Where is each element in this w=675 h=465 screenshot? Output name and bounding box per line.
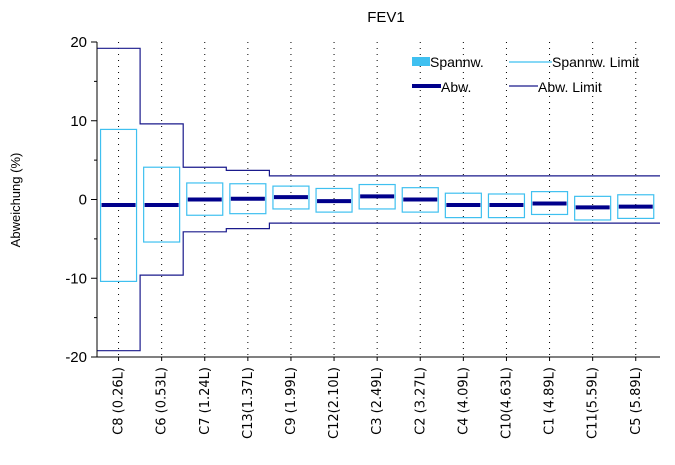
limit-lines xyxy=(97,47,660,352)
range-box xyxy=(401,187,439,213)
chart-title: FEV1 xyxy=(367,9,405,26)
legend-label-abw-limit: Abw. Limit xyxy=(538,79,602,95)
range-box xyxy=(272,185,310,210)
limit-line-upper xyxy=(97,47,660,177)
range-box xyxy=(574,195,612,221)
legend: Spannw. Spannw. Limit Abw. Abw. Limit xyxy=(412,54,639,95)
legend-label-spannw-limit: Spannw. Limit xyxy=(552,54,639,70)
limit-line-lower xyxy=(97,222,660,352)
range-box xyxy=(487,193,526,219)
x-tick-label: C7 (1.24L) xyxy=(198,367,213,435)
legend-label-spannw: Spannw. xyxy=(430,54,484,70)
x-ticks: C8 (0.26L) C6 (0.53L) C7 (1.24L) C13(1.37L)… xyxy=(112,357,644,439)
range-box xyxy=(358,183,396,210)
x-tick-label: C5 (5.89L) xyxy=(629,367,644,435)
range-boxes xyxy=(99,128,655,283)
range-box xyxy=(444,192,482,219)
legend-label-abw: Abw. xyxy=(441,79,471,95)
legend-swatch-spannw xyxy=(412,57,430,66)
range-box xyxy=(229,183,267,215)
x-tick-label: C4 (4.09L) xyxy=(456,367,471,435)
x-tick-label: C2 (3.27L) xyxy=(413,367,428,435)
y-tick-label: 10 xyxy=(70,113,87,130)
range-box xyxy=(186,182,224,216)
mean-bars xyxy=(101,194,653,210)
range-box xyxy=(530,191,569,216)
x-tick-label: C8 (0.26L) xyxy=(112,367,127,435)
y-tick-label: 0 xyxy=(79,192,87,209)
y-tick-label: -10 xyxy=(65,270,87,287)
x-tick-label: C13(1.37L) xyxy=(241,367,256,439)
y-ticks: -20 -10 0 10 20 xyxy=(65,34,97,366)
x-tick-label: C12(2.10L) xyxy=(327,367,342,439)
x-tick-label: C11(5.59L) xyxy=(586,367,601,439)
y-tick-label: 20 xyxy=(70,34,87,51)
x-tick-label: C6 (0.53L) xyxy=(155,367,170,435)
range-box xyxy=(99,128,138,283)
range-box xyxy=(143,166,181,243)
y-axis-label: Abweichung (%) xyxy=(8,153,23,248)
x-tick-label: C1 (4.89L) xyxy=(543,367,558,435)
x-tick-label: C9 (1.99L) xyxy=(284,367,299,435)
y-tick-label: -20 xyxy=(65,349,87,366)
range-box xyxy=(315,187,353,213)
x-tick-label: C3 (2.49L) xyxy=(370,367,385,435)
x-tick-label: C10(4.63L) xyxy=(499,367,514,439)
range-box xyxy=(617,194,655,219)
